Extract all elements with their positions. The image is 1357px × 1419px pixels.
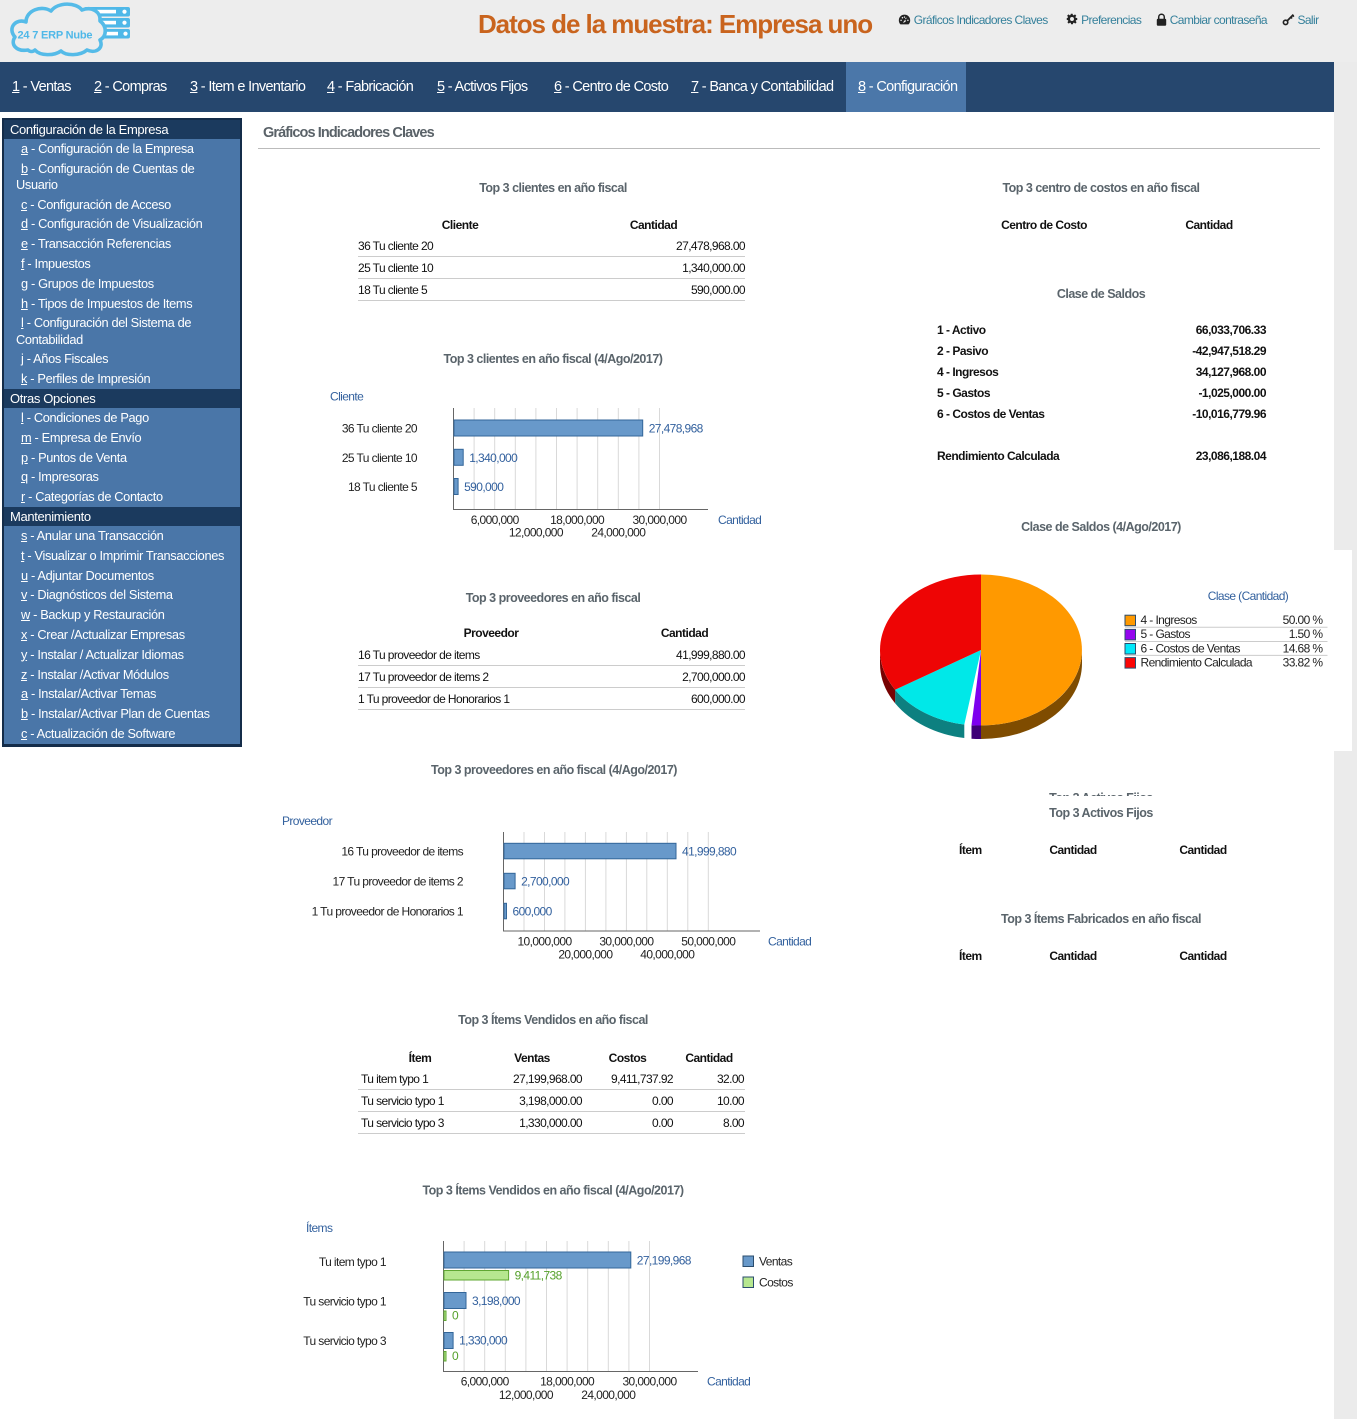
svg-text:Proveedor: Proveedor: [282, 814, 333, 828]
svg-text:25 Tu cliente 10: 25 Tu cliente 10: [342, 451, 418, 465]
svg-text:27,478,968: 27,478,968: [649, 422, 704, 436]
svg-text:Cantidad: Cantidad: [718, 513, 761, 527]
svg-text:20,000,000: 20,000,000: [558, 948, 613, 962]
svg-text:30,000,000: 30,000,000: [632, 513, 687, 527]
svg-text:2,700,000: 2,700,000: [521, 875, 570, 889]
svg-text:600,000: 600,000: [513, 905, 553, 919]
svg-text:33.82 %: 33.82 %: [1283, 655, 1324, 669]
svg-text:6,000,000: 6,000,000: [471, 513, 520, 527]
svg-text:24,000,000: 24,000,000: [591, 526, 646, 540]
svg-text:Top 3 Ítems Vendidos en año fi: Top 3 Ítems Vendidos en año fiscal (4/Ag…: [422, 1183, 683, 1198]
svg-text:12,000,000: 12,000,000: [499, 1388, 554, 1402]
svg-text:50,000,000: 50,000,000: [681, 935, 736, 949]
svg-text:18,000,000: 18,000,000: [550, 513, 605, 527]
svg-text:5 - Gastos: 5 - Gastos: [1141, 627, 1191, 641]
svg-text:Ítems: Ítems: [306, 1220, 333, 1235]
svg-text:36 Tu cliente 20: 36 Tu cliente 20: [342, 422, 418, 436]
svg-text:Cantidad: Cantidad: [768, 935, 811, 949]
svg-text:1,340,000: 1,340,000: [469, 451, 518, 465]
svg-text:18 Tu cliente 5: 18 Tu cliente 5: [348, 480, 418, 494]
svg-text:9,411,738: 9,411,738: [515, 1269, 563, 1283]
svg-text:30,000,000: 30,000,000: [622, 1375, 677, 1389]
svg-text:Cantidad: Cantidad: [707, 1375, 750, 1389]
svg-text:590,000: 590,000: [464, 480, 504, 494]
svg-text:24 7 ERP Nube: 24 7 ERP Nube: [18, 30, 93, 42]
svg-text:18,000,000: 18,000,000: [540, 1375, 595, 1389]
svg-text:Cliente: Cliente: [330, 390, 364, 404]
svg-text:Top 3 clientes en año fiscal (: Top 3 clientes en año fiscal (4/Ago/2017…: [444, 352, 663, 366]
svg-text:17 Tu proveedor de items 2: 17 Tu proveedor de items 2: [333, 875, 464, 889]
svg-text:4 - Ingresos: 4 - Ingresos: [1141, 613, 1198, 627]
svg-text:27,199,968: 27,199,968: [637, 1254, 692, 1268]
svg-text:Tu servicio typo 1: Tu servicio typo 1: [303, 1295, 387, 1309]
svg-text:Tu servicio typo 3: Tu servicio typo 3: [303, 1334, 387, 1348]
svg-text:14.68 %: 14.68 %: [1283, 641, 1324, 655]
svg-text:6,000,000: 6,000,000: [461, 1375, 510, 1389]
svg-text:1 Tu proveedor de Honorarios 1: 1 Tu proveedor de Honorarios 1: [312, 905, 464, 919]
svg-text:50.00 %: 50.00 %: [1283, 613, 1324, 627]
svg-text:41,999,880: 41,999,880: [682, 845, 737, 859]
svg-text:12,000,000: 12,000,000: [509, 526, 564, 540]
svg-text:24,000,000: 24,000,000: [581, 1388, 636, 1402]
svg-text:40,000,000: 40,000,000: [640, 948, 695, 962]
svg-text:Tu item typo 1: Tu item typo 1: [319, 1255, 387, 1269]
svg-text:Clase (Cantidad): Clase (Cantidad): [1208, 589, 1289, 603]
svg-text:Top 3 proveedores en año fisca: Top 3 proveedores en año fiscal (4/Ago/2…: [431, 763, 677, 777]
svg-text:10,000,000: 10,000,000: [517, 935, 572, 949]
svg-text:1,330,000: 1,330,000: [459, 1334, 508, 1348]
svg-text:0: 0: [452, 1309, 459, 1323]
svg-text:Ventas: Ventas: [759, 1255, 793, 1269]
svg-text:30,000,000: 30,000,000: [599, 935, 654, 949]
svg-text:Rendimiento Calculada: Rendimiento Calculada: [1141, 655, 1253, 669]
svg-text:3,198,000: 3,198,000: [472, 1294, 521, 1308]
svg-text:16 Tu proveedor de items: 16 Tu proveedor de items: [341, 845, 463, 859]
svg-text:0: 0: [452, 1349, 459, 1363]
svg-text:Costos: Costos: [759, 1276, 793, 1290]
svg-text:6 - Costos de Ventas: 6 - Costos de Ventas: [1141, 641, 1241, 655]
svg-text:1.50 %: 1.50 %: [1289, 627, 1324, 641]
